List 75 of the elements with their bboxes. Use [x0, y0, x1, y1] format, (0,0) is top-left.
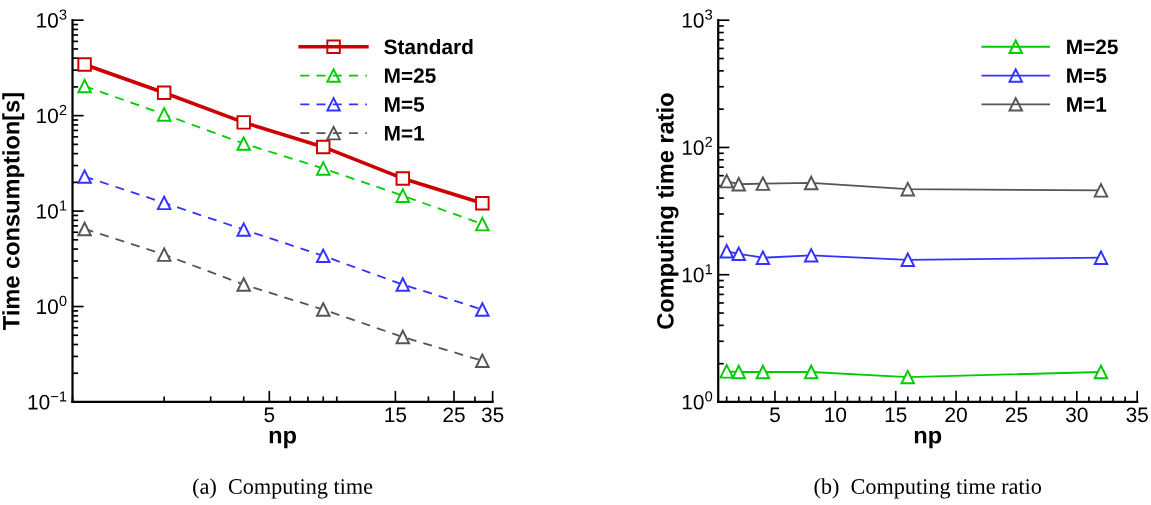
x-axis-title: np [269, 430, 297, 449]
y-axis-title: Time consumption[s] [2, 93, 25, 330]
y-tick-label: 10$^{1}$ [682, 264, 713, 283]
y-tick-label: 10$^{0}$ [682, 391, 713, 410]
legend-label: M=5 [384, 97, 425, 112]
point [803, 175, 819, 191]
point [236, 136, 251, 151]
y-tick-label: 10$^{3}$ [37, 9, 67, 28]
point [803, 248, 819, 263]
point [803, 364, 819, 380]
point [156, 107, 172, 122]
point [755, 176, 771, 191]
y-tick-label: 10$^{3}$ [682, 9, 713, 28]
point [900, 181, 915, 197]
legend-label: M=25 [1067, 39, 1118, 55]
x-tick-label: 15 [885, 407, 907, 423]
point [900, 369, 915, 385]
point [236, 277, 251, 292]
point [1093, 250, 1109, 265]
legend-label: Standard [384, 38, 473, 55]
point [731, 246, 746, 262]
point [719, 364, 734, 379]
point [77, 57, 92, 72]
point [731, 177, 746, 192]
point [395, 329, 411, 345]
point [755, 364, 771, 380]
point [77, 169, 92, 184]
point [316, 161, 331, 176]
y-tick-label: 10$^{2}$ [37, 104, 67, 124]
x-tick-label: 15 [385, 407, 407, 423]
point [1093, 364, 1109, 380]
x-tick-label: 25 [443, 407, 465, 423]
y-tick-label: 10$^{0}$ [37, 295, 67, 315]
x-tick-label: 30 [1066, 407, 1088, 423]
y-tick-label: 10$^{2}$ [682, 136, 713, 156]
point [1093, 183, 1109, 198]
x-tick-label: 35 [1126, 407, 1148, 423]
y-axis-title: Computing time ratio [656, 93, 679, 329]
point [475, 302, 490, 317]
text: (a) Computing time [193, 478, 373, 499]
point [719, 173, 734, 189]
point [156, 85, 172, 100]
point [475, 195, 490, 211]
point [77, 78, 92, 94]
point [395, 171, 411, 186]
x-tick-label: 25 [1005, 407, 1028, 423]
point [316, 302, 331, 317]
text: (b) Computing time ratio [814, 478, 1042, 499]
point [156, 247, 172, 262]
point [755, 250, 771, 265]
legend-label: M=1 [384, 126, 425, 141]
x-tick-label: 5 [770, 407, 780, 423]
point [731, 364, 746, 380]
y-tick-label: 10$^{1}$ [37, 200, 67, 219]
point [77, 221, 92, 237]
point [236, 115, 251, 130]
x-axis-title: np [914, 430, 942, 449]
point [316, 139, 331, 155]
y-tick-label: 10$^{−1}$ [28, 391, 67, 410]
x-tick-label: 10 [825, 407, 847, 423]
point [900, 252, 915, 268]
point [236, 222, 251, 237]
point [475, 353, 490, 369]
point [156, 195, 172, 211]
point [719, 244, 734, 259]
legend-label: M=25 [384, 68, 436, 84]
legend-label: M=1 [1067, 97, 1107, 112]
x-tick-label: 20 [945, 407, 967, 423]
point [316, 248, 331, 264]
x-tick-label: 35 [481, 407, 504, 423]
point [395, 277, 411, 292]
point [395, 188, 411, 203]
x-tick-label: 5 [264, 407, 275, 423]
point [475, 216, 490, 232]
legend-label: M=5 [1067, 68, 1107, 84]
